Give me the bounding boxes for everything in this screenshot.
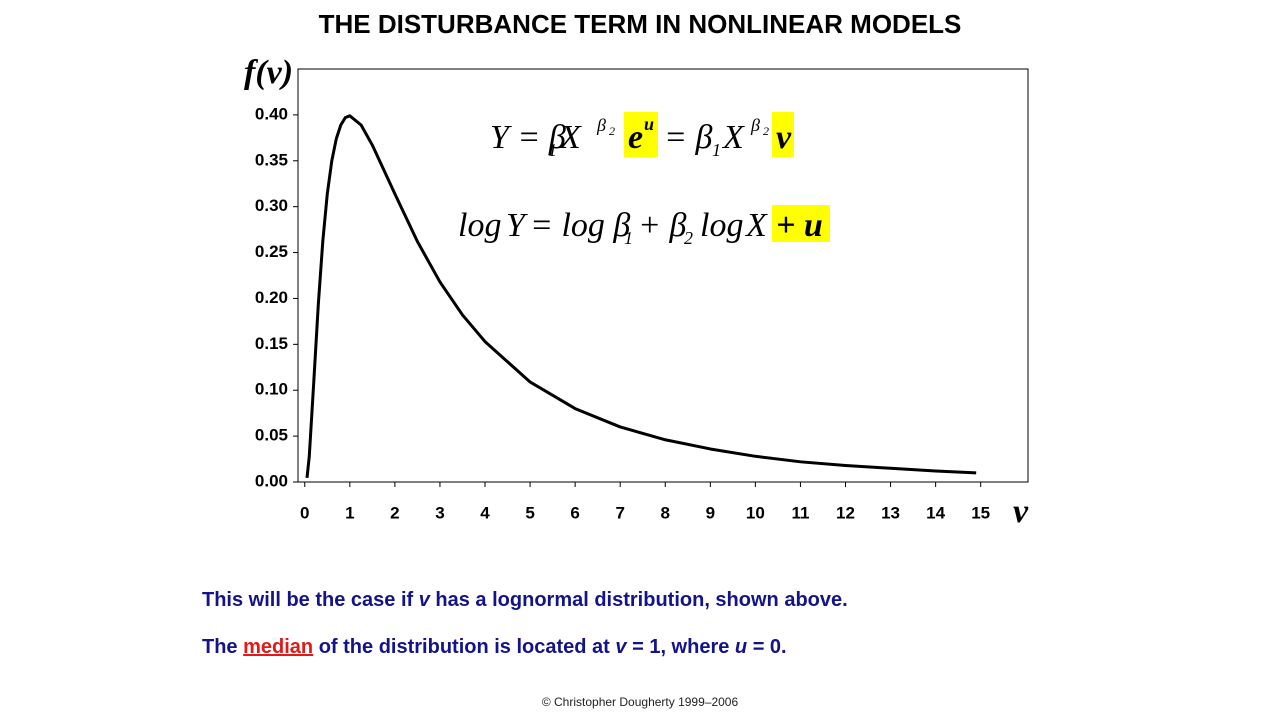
y-tick-label: 0.15 bbox=[255, 334, 288, 353]
caption-text: This will be the case if bbox=[202, 589, 419, 611]
x-tick-label: 12 bbox=[836, 503, 855, 522]
x-tick-label: 14 bbox=[926, 503, 945, 522]
equation-part: = log β bbox=[530, 207, 630, 244]
caption-text: = 1, where bbox=[626, 636, 735, 658]
equation-part: X bbox=[558, 119, 582, 156]
title: THE DISTURBANCE TERM IN NONLINEAR MODELS bbox=[319, 9, 962, 39]
highlight bbox=[772, 112, 794, 157]
equation-part: 2 bbox=[609, 124, 615, 138]
equation-part: X bbox=[721, 119, 745, 156]
caption-text: The bbox=[202, 636, 244, 658]
footer: © Christopher Dougherty 1999–2006 bbox=[541, 695, 739, 709]
equation-part: β bbox=[750, 115, 760, 135]
equation-part: + u bbox=[776, 207, 823, 244]
equation-part: 1 bbox=[548, 140, 557, 160]
y-tick-label: 0.20 bbox=[255, 288, 288, 307]
equation-part: log bbox=[458, 207, 501, 244]
equation-part: X bbox=[744, 207, 768, 244]
x-tick-label: 5 bbox=[525, 503, 534, 522]
equation-part: Y = β bbox=[490, 119, 566, 156]
y-tick-label: 0.35 bbox=[255, 150, 288, 169]
caption-line: This will be the case if v has a lognorm… bbox=[202, 589, 848, 612]
y-tick-label: 0.25 bbox=[255, 242, 288, 261]
equation-part: β bbox=[596, 115, 606, 135]
x-axis-label: v bbox=[1013, 493, 1029, 530]
x-tick-label: 13 bbox=[881, 503, 900, 522]
y-tick-label: 0.05 bbox=[255, 426, 288, 445]
equation-part: 2 bbox=[763, 124, 769, 138]
equation-part: = β bbox=[664, 119, 712, 156]
y-tick-label: 0.00 bbox=[255, 471, 288, 490]
plot-frame bbox=[297, 68, 1029, 483]
x-tick-label: 4 bbox=[480, 503, 490, 522]
caption-text: v bbox=[615, 636, 627, 658]
caption-text: median bbox=[243, 636, 314, 658]
equation-part: 1 bbox=[712, 140, 721, 160]
equation-part: 1 bbox=[624, 228, 633, 248]
caption-line: The median of the distribution is locate… bbox=[202, 636, 787, 659]
equation-part: 2 bbox=[684, 228, 693, 248]
x-tick-label: 3 bbox=[435, 503, 444, 522]
y-tick-label: 0.40 bbox=[255, 104, 288, 123]
caption-text: has a lognormal distribution, shown abov… bbox=[429, 589, 848, 611]
equation-part: log bbox=[700, 207, 743, 244]
highlight bbox=[624, 112, 658, 157]
x-tick-label: 15 bbox=[971, 503, 990, 522]
y-axis-label: f(v) bbox=[244, 54, 293, 91]
y-tick-label: 0.30 bbox=[255, 196, 288, 215]
x-tick-label: 6 bbox=[570, 503, 579, 522]
x-tick-label: 7 bbox=[615, 503, 624, 522]
caption-text: v bbox=[418, 589, 430, 611]
highlight bbox=[772, 205, 830, 242]
equation-part: v bbox=[776, 119, 792, 156]
equation-part: u bbox=[644, 114, 654, 134]
caption-text: of the distribution is located at bbox=[313, 636, 616, 658]
equation-part: + β bbox=[638, 207, 686, 244]
x-tick-label: 2 bbox=[390, 503, 399, 522]
x-tick-label: 9 bbox=[706, 503, 715, 522]
y-tick-label: 0.10 bbox=[255, 380, 288, 399]
x-tick-label: 11 bbox=[791, 503, 809, 522]
x-tick-label: 0 bbox=[300, 503, 309, 522]
x-tick-label: 8 bbox=[661, 503, 670, 522]
x-tick-label: 10 bbox=[746, 503, 765, 522]
caption-text: u bbox=[734, 636, 748, 658]
curve bbox=[305, 114, 977, 479]
caption-text: = 0. bbox=[747, 636, 787, 658]
equation-part: e bbox=[628, 119, 643, 156]
equation-part: Y bbox=[506, 207, 528, 244]
x-tick-label: 1 bbox=[345, 503, 354, 522]
